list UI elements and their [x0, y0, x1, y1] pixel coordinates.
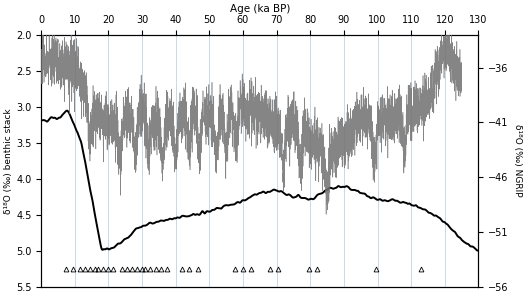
- Y-axis label: δ¹⁸O (‰) NGRIP: δ¹⁸O (‰) NGRIP: [513, 124, 522, 197]
- Y-axis label: δ¹⁸O (‰) benthic stack: δ¹⁸O (‰) benthic stack: [4, 108, 13, 214]
- X-axis label: Age (ka BP): Age (ka BP): [230, 4, 290, 14]
